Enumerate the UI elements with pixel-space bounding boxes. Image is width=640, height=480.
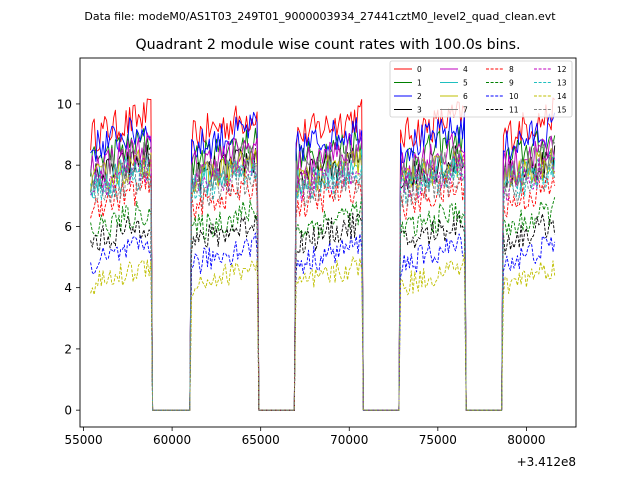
legend-label: 11 [509,106,519,115]
series-line-8 [90,171,556,411]
legend-label: 9 [509,79,514,88]
legend-box [389,60,573,118]
y-tick-label: 6 [64,220,72,234]
legend-label: 10 [509,92,519,101]
series-line-15 [90,163,556,411]
legend-label: 12 [557,65,567,74]
legend-label: 6 [463,92,468,101]
legend-label: 2 [417,92,422,101]
legend-label: 13 [557,79,567,88]
legend-label: 7 [463,106,468,115]
legend-label: 1 [417,79,422,88]
y-tick-label: 4 [64,281,72,295]
series-layer [90,97,556,411]
x-tick-label: 65000 [242,433,280,447]
chart-title: Quadrant 2 module wise count rates with … [135,37,520,53]
legend-label: 4 [463,65,468,74]
x-tick-label: 70000 [330,433,368,447]
y-axis: 0 2 4 6 8 10 [57,97,80,418]
x-tick-label: 75000 [419,433,457,447]
x-tick-label: 60000 [153,433,191,447]
y-tick-label: 2 [64,342,72,356]
y-tick-label: 8 [64,159,72,173]
x-tick-label: 55000 [64,433,102,447]
legend-label: 0 [417,65,422,74]
x-axis-offset-label: +3.412e8 [517,455,576,469]
x-axis: 55000 60000 65000 70000 75000 80000 [64,427,545,447]
legend-label: 3 [417,106,422,115]
legend-label: 14 [557,92,567,101]
legend-label: 5 [463,79,468,88]
legend-label: 8 [509,65,514,74]
y-tick-label: 0 [64,404,72,418]
plot-frame [79,57,577,428]
data-file-label: Data file: modeM0/AS1T03_249T01_90000039… [84,10,556,23]
x-tick-label: 80000 [507,433,545,447]
y-tick-label: 10 [57,97,72,111]
legend-label: 15 [557,106,567,115]
